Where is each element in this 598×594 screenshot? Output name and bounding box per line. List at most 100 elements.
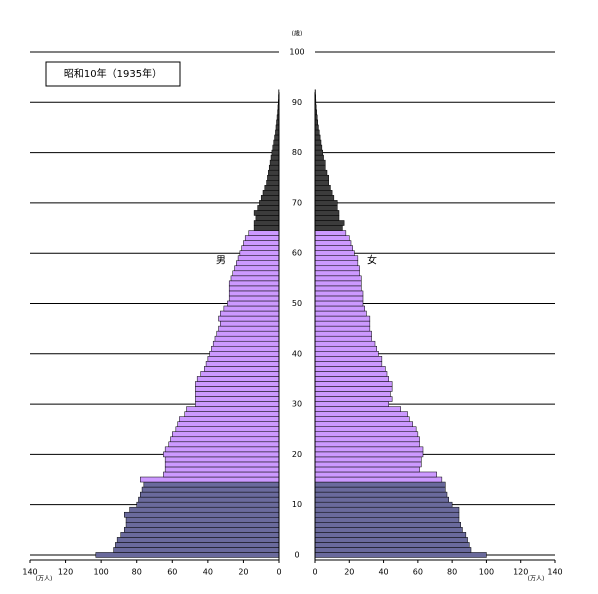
- bar: [144, 482, 279, 487]
- bar: [315, 220, 344, 225]
- bar: [254, 210, 279, 215]
- bar: [315, 472, 437, 477]
- bar: [245, 236, 279, 241]
- bar: [171, 437, 279, 442]
- bar: [315, 462, 421, 467]
- x-tick-label: 60: [413, 568, 423, 577]
- bar: [267, 180, 279, 185]
- bar: [195, 392, 279, 397]
- bar: [229, 291, 279, 296]
- x-tick-label: 140: [547, 568, 562, 577]
- bar: [315, 482, 445, 487]
- bar: [165, 447, 279, 452]
- bar: [315, 442, 420, 447]
- bar: [315, 417, 409, 422]
- bar: [229, 281, 279, 286]
- bar: [315, 457, 421, 462]
- y-tick-label: 10: [292, 500, 302, 509]
- x-tick-label: 120: [513, 568, 528, 577]
- bar: [220, 311, 279, 316]
- bar: [220, 321, 279, 326]
- bar: [315, 195, 334, 200]
- bar: [210, 351, 279, 356]
- bar: [315, 170, 327, 175]
- bar: [269, 165, 279, 170]
- bar: [315, 135, 320, 140]
- x-tick-label: 140: [22, 568, 37, 577]
- bar: [115, 542, 279, 547]
- bar: [315, 261, 358, 266]
- bar: [315, 331, 372, 336]
- bar: [213, 341, 279, 346]
- y-tick-label: 100: [289, 48, 304, 57]
- bar: [315, 286, 361, 291]
- bar: [271, 155, 279, 160]
- bar: [315, 452, 423, 457]
- bar: [315, 291, 363, 296]
- bar: [195, 402, 279, 407]
- bar: [315, 532, 466, 537]
- x-tick-label: 100: [94, 568, 109, 577]
- bar: [315, 422, 413, 427]
- y-tick-label: 0: [294, 550, 299, 559]
- bar: [315, 361, 382, 366]
- x-tick-label: 40: [203, 568, 213, 577]
- bar: [211, 346, 279, 351]
- x-tick-label: 40: [378, 568, 388, 577]
- bar: [121, 532, 279, 537]
- bar: [315, 205, 337, 210]
- bar: [270, 160, 279, 165]
- series-label: 男: [216, 255, 226, 267]
- bar: [224, 306, 279, 311]
- bar: [197, 376, 279, 381]
- x-tick-label: 120: [58, 568, 73, 577]
- series-label: 女: [367, 254, 377, 267]
- bar: [315, 527, 462, 532]
- bar: [130, 507, 279, 512]
- y-tick-label: 70: [292, 198, 302, 207]
- bar: [315, 386, 392, 391]
- bar: [315, 371, 387, 376]
- bar: [315, 200, 337, 205]
- bar: [273, 145, 279, 150]
- bar: [219, 326, 279, 331]
- bar: [263, 190, 279, 195]
- bar: [236, 261, 279, 266]
- bar: [315, 336, 372, 341]
- bar: [315, 402, 389, 407]
- bar: [315, 316, 370, 321]
- bar: [124, 527, 279, 532]
- bar: [315, 226, 342, 231]
- bar: [124, 512, 279, 517]
- bar: [315, 266, 360, 271]
- bar: [254, 226, 279, 231]
- bar: [315, 326, 370, 331]
- bar: [315, 306, 365, 311]
- bar: [315, 150, 323, 155]
- bar: [315, 517, 459, 522]
- bar: [258, 205, 279, 210]
- bar: [315, 231, 346, 236]
- bar: [315, 180, 329, 185]
- bar: [233, 271, 279, 276]
- bar: [267, 175, 279, 180]
- bar: [126, 522, 279, 527]
- bar: [243, 241, 279, 246]
- bar: [315, 145, 322, 150]
- bar: [315, 537, 468, 542]
- bar: [315, 210, 339, 215]
- bar: [315, 552, 486, 557]
- bar: [315, 392, 390, 397]
- bar: [201, 371, 279, 376]
- bar: [315, 407, 401, 412]
- x-tick-label: 20: [344, 568, 354, 577]
- bar: [195, 381, 279, 386]
- bar: [315, 542, 469, 547]
- bar: [315, 165, 325, 170]
- bar: [315, 281, 361, 286]
- bar: [185, 412, 279, 417]
- bar: [238, 256, 279, 261]
- bar: [315, 522, 461, 527]
- chart-title: 昭和10年（1935年）: [64, 67, 162, 80]
- bar: [195, 386, 279, 391]
